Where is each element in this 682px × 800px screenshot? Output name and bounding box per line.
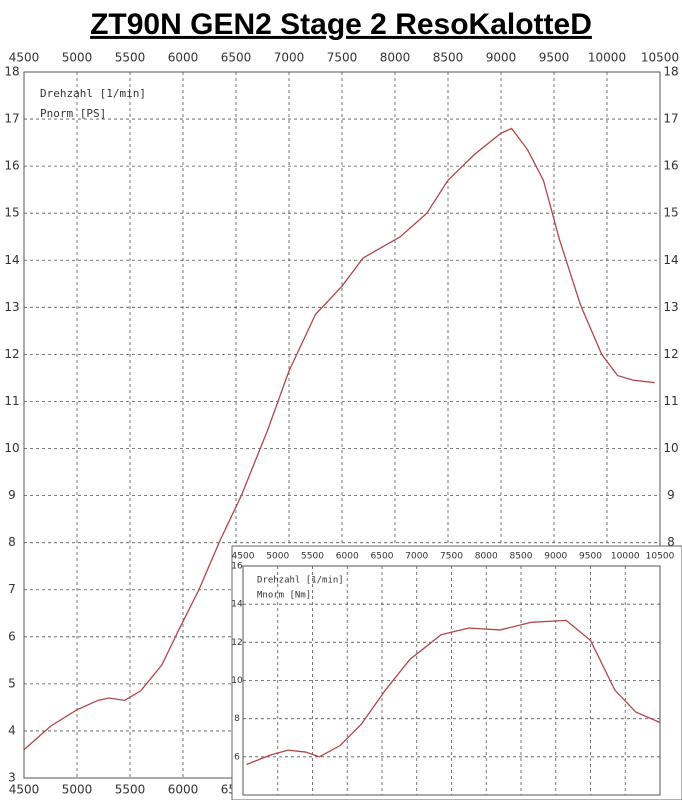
x-tick-label: 7000 xyxy=(405,552,428,562)
x-tick-label: 8000 xyxy=(475,552,498,562)
y-tick-label: 16 xyxy=(663,159,678,173)
x-tick-label: 9500 xyxy=(579,552,602,562)
x-tick-label: 9500 xyxy=(539,51,570,65)
x-tick-label: 4500 xyxy=(232,552,255,562)
y-tick-label: 11 xyxy=(4,394,19,408)
y-tick-label: 10 xyxy=(663,441,678,455)
y-tick-label: 9 xyxy=(8,488,16,502)
power-curve xyxy=(246,619,661,766)
x-tick-label: 5500 xyxy=(115,51,146,65)
x-tick-label: 8000 xyxy=(380,51,411,65)
y-tick-label: 12 xyxy=(231,638,242,648)
x-tick-label: 6000 xyxy=(168,783,199,797)
y-tick-label: 18 xyxy=(663,65,678,79)
x-tick-label: 9000 xyxy=(486,51,517,65)
y-tick-label: 5 xyxy=(8,676,16,690)
x-tick-label: 4500 xyxy=(9,783,40,797)
power-curve xyxy=(23,127,655,751)
y-tick-label: 6 xyxy=(234,752,240,762)
y-tick-label: 4 xyxy=(8,723,16,737)
y-tick-label: 6 xyxy=(8,629,16,643)
x-tick-label: 4500 xyxy=(9,51,40,65)
y-tick-label: 17 xyxy=(663,112,678,126)
y-tick-label: 15 xyxy=(4,206,19,220)
x-tick-label: 7000 xyxy=(274,51,305,65)
x-tick-label: 10500 xyxy=(641,51,679,65)
x-tick-label: 10000 xyxy=(588,51,626,65)
y-tick-label: 8 xyxy=(234,714,240,724)
x-tick-label: 8500 xyxy=(433,51,464,65)
y-tick-label: 9 xyxy=(667,488,675,502)
y-axis-label: Pnorm [PS] xyxy=(40,107,106,120)
x-tick-label: 7500 xyxy=(327,51,358,65)
x-tick-label: 10000 xyxy=(611,552,640,562)
y-tick-label: 17 xyxy=(4,112,19,126)
x-axis-label: Drehzahl [1/min] xyxy=(40,87,146,100)
y-tick-label: 14 xyxy=(663,253,678,267)
y-tick-label: 15 xyxy=(663,206,678,220)
x-tick-label: 6500 xyxy=(221,51,252,65)
page-title: ZT90N GEN2 Stage 2 ResoKalotteD xyxy=(90,8,592,41)
x-tick-label: 10500 xyxy=(646,552,675,562)
y-tick-label: 18 xyxy=(4,65,19,79)
y-tick-label: 7 xyxy=(8,582,16,596)
x-tick-label: 9000 xyxy=(544,552,567,562)
y-tick-label: 11 xyxy=(663,394,678,408)
x-tick-label: 5500 xyxy=(115,783,146,797)
y-tick-label: 12 xyxy=(663,347,678,361)
x-tick-label: 5000 xyxy=(62,783,93,797)
y-tick-label: 14 xyxy=(4,253,19,267)
x-tick-label: 5500 xyxy=(301,552,324,562)
y-tick-label: 13 xyxy=(4,300,19,314)
x-tick-label: 7500 xyxy=(440,552,463,562)
x-tick-label: 8500 xyxy=(510,552,533,562)
x-tick-label: 5000 xyxy=(266,552,289,562)
y-tick-label: 16 xyxy=(231,562,243,572)
y-tick-label: 10 xyxy=(4,441,19,455)
x-axis-label: Drehzahl [1/min] xyxy=(257,576,344,586)
y-tick-label: 12 xyxy=(4,347,19,361)
y-tick-label: 16 xyxy=(4,159,19,173)
y-tick-label: 8 xyxy=(8,535,16,549)
x-tick-label: 6000 xyxy=(336,552,359,562)
y-axis-label: Mnorm [Nm] xyxy=(257,591,311,601)
y-tick-label: 13 xyxy=(663,300,678,314)
x-tick-label: 5000 xyxy=(62,51,93,65)
y-tick-label: 10 xyxy=(231,676,243,686)
y-tick-label: 8 xyxy=(667,535,675,549)
y-tick-label: 3 xyxy=(8,771,16,785)
x-tick-label: 6500 xyxy=(371,552,394,562)
x-tick-label: 6000 xyxy=(168,51,199,65)
y-tick-label: 14 xyxy=(231,600,243,610)
